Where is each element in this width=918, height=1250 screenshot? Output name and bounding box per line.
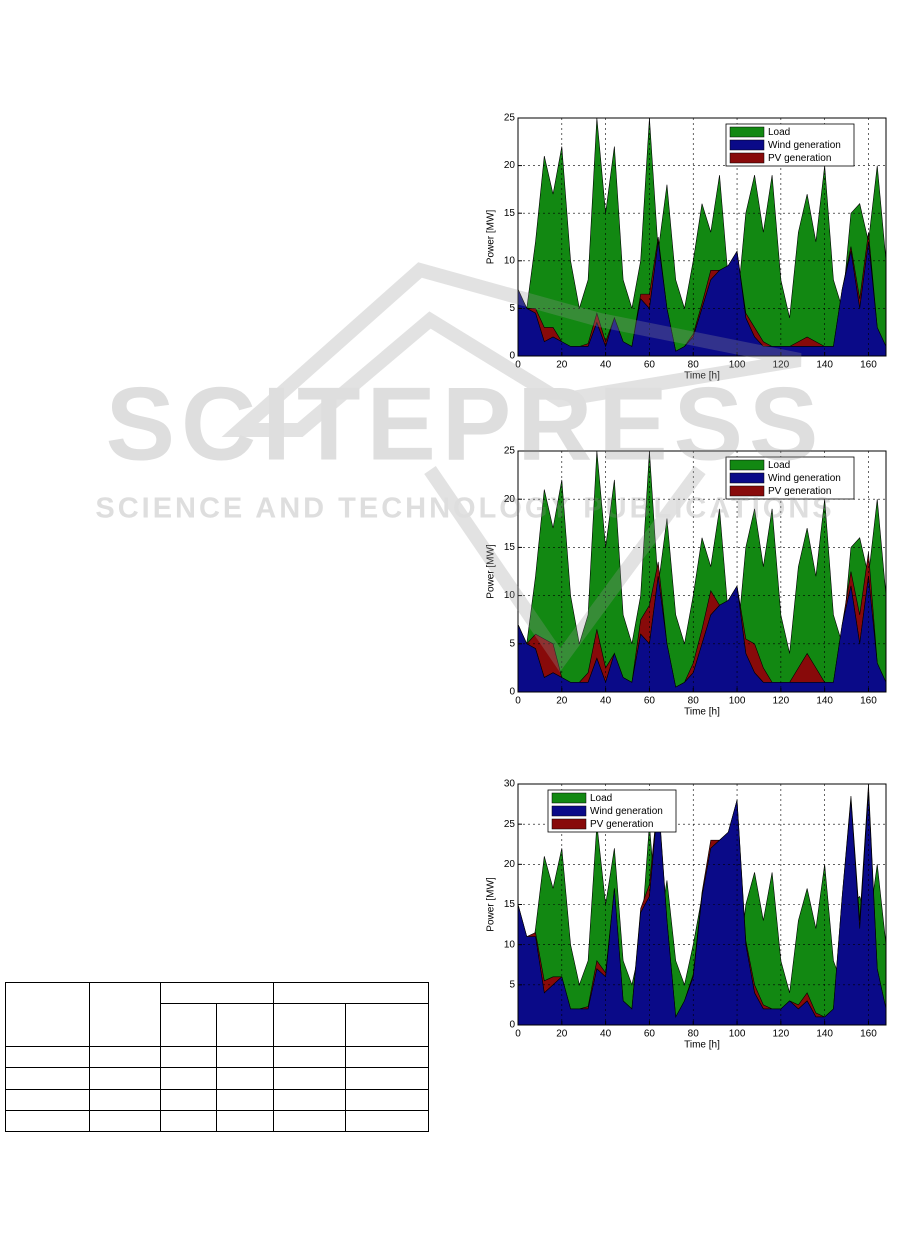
legend-swatch [551, 818, 587, 830]
legend-label: PV generation [590, 819, 653, 830]
legend-label: Wind generation [768, 473, 841, 484]
legend-label: Load [590, 793, 612, 804]
legend-swatch [729, 485, 765, 497]
table [5, 982, 429, 1132]
legend-swatch [729, 152, 765, 164]
x-tick-label: 140 [816, 360, 833, 371]
x-tick-label: 100 [729, 1029, 746, 1040]
y-tick-label: 0 [509, 1020, 515, 1031]
x-tick-label: 0 [515, 1029, 521, 1040]
legend: Load Wind generation PV generation [725, 123, 855, 167]
y-tick-label: 10 [504, 255, 516, 266]
plot-frame [517, 783, 887, 1026]
x-tick-label: 60 [644, 1029, 656, 1040]
y-tick-label: 25 [504, 819, 516, 830]
x-tick-label: 140 [816, 696, 833, 707]
x-tick-label: 120 [773, 1029, 790, 1040]
x-tick-label: 100 [729, 360, 746, 371]
y-tick-label: 15 [504, 899, 516, 910]
y-tick-label: 20 [504, 494, 516, 505]
x-tick-label: 40 [600, 696, 612, 707]
y-tick-label: 20 [504, 859, 516, 870]
y-tick-label: 10 [504, 939, 516, 950]
y-axis-label: Power [MW] [486, 877, 497, 932]
x-tick-label: 20 [556, 1029, 568, 1040]
y-tick-label: 5 [509, 638, 515, 649]
legend: Load Wind generation PV generation [725, 456, 855, 500]
chart: 0 5 10 15 20 25 0 20 40 60 80 100 120 140 160 Time [h] P… [486, 113, 887, 382]
y-tick-label: 25 [504, 446, 516, 457]
y-tick-label: 0 [509, 351, 515, 362]
y-tick-label: 10 [504, 590, 516, 601]
y-tick-label: 25 [504, 113, 516, 124]
legend-swatch [729, 139, 765, 151]
chart: 0 5 10 15 20 25 0 20 40 60 80 100 120 140 160 Time [h] P… [486, 446, 887, 718]
x-tick-label: 80 [688, 1029, 700, 1040]
legend-swatch [551, 792, 587, 804]
y-tick-label: 15 [504, 542, 516, 553]
x-tick-label: 100 [729, 696, 746, 707]
legend-label: Load [768, 460, 790, 471]
legend-label: PV generation [768, 486, 831, 497]
x-tick-label: 120 [773, 360, 790, 371]
x-tick-label: 60 [644, 360, 656, 371]
plot-frame [517, 117, 887, 357]
x-tick-label: 160 [860, 1029, 877, 1040]
legend-label: Wind generation [768, 140, 841, 151]
x-tick-label: 140 [816, 1029, 833, 1040]
x-axis-label: Time [h] [684, 1040, 720, 1051]
legend-swatch [729, 126, 765, 138]
legend-swatch [551, 805, 587, 817]
y-tick-label: 5 [509, 979, 515, 990]
legend-label: Load [768, 127, 790, 138]
y-tick-label: 30 [504, 779, 516, 790]
x-tick-label: 40 [600, 360, 612, 371]
x-axis-label: Time [h] [684, 707, 720, 718]
chart: 0 5 10 15 20 25 30 0 20 40 60 80 100 120 140 160 Time [h… [486, 779, 887, 1051]
x-tick-label: 80 [688, 696, 700, 707]
x-tick-label: 80 [688, 360, 700, 371]
legend-swatch [729, 472, 765, 484]
x-tick-label: 0 [515, 360, 521, 371]
y-axis-label: Power [MW] [486, 210, 497, 265]
y-tick-label: 15 [504, 208, 516, 219]
x-tick-label: 0 [515, 696, 521, 707]
legend: Load Wind generation PV generation [547, 789, 677, 833]
y-tick-label: 0 [509, 687, 515, 698]
x-tick-label: 120 [773, 696, 790, 707]
y-axis-label: Power [MW] [486, 544, 497, 599]
plot-frame [517, 450, 887, 693]
x-tick-label: 20 [556, 360, 568, 371]
y-tick-label: 5 [509, 303, 515, 314]
x-axis-label: Time [h] [684, 371, 720, 382]
x-tick-label: 40 [600, 1029, 612, 1040]
x-tick-label: 60 [644, 696, 656, 707]
x-tick-label: 160 [860, 360, 877, 371]
y-tick-label: 20 [504, 160, 516, 171]
legend-label: Wind generation [590, 806, 663, 817]
x-tick-label: 20 [556, 696, 568, 707]
x-tick-label: 160 [860, 696, 877, 707]
legend-label: PV generation [768, 153, 831, 164]
legend-swatch [729, 459, 765, 471]
